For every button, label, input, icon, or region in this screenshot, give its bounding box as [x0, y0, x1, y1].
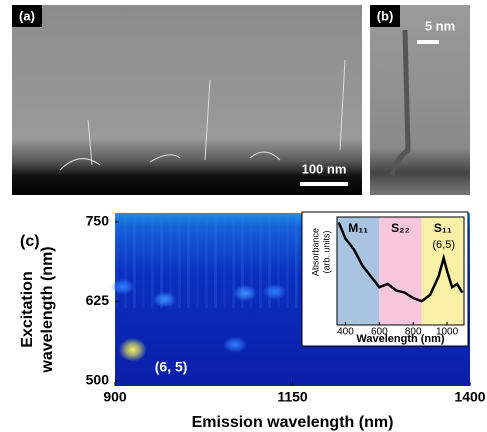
page: (a) 100 nm (b) 5 nm (c) (6, 5) 900 1150 140…	[0, 0, 487, 432]
y-axis-label: (arb. units)	[321, 230, 331, 273]
peak	[233, 285, 257, 301]
scale-label: 100 nm	[302, 161, 347, 176]
y-axis-label: Absorbance	[310, 228, 320, 276]
figure: (a) 100 nm (b) 5 nm (c) (6, 5) 900 1150 140…	[0, 0, 487, 432]
peak	[111, 279, 135, 295]
y-axis-label: Excitation	[19, 271, 36, 347]
x-axis-label: Wavelength (nm)	[356, 333, 445, 345]
y-tick-label: 750	[86, 213, 110, 229]
streak	[286, 213, 289, 308]
streak	[142, 213, 145, 308]
x-tick-label: 1400	[454, 389, 485, 405]
scale-bar	[417, 40, 439, 44]
y-axis-label: wavelength (nm)	[39, 246, 56, 373]
streak	[205, 213, 208, 308]
panel-label: (a)	[19, 8, 35, 23]
streak	[214, 213, 217, 308]
peak	[263, 284, 287, 300]
x-axis-label: Emission wavelength (nm)	[192, 414, 394, 431]
region-label: S₁₁	[434, 221, 452, 235]
peak	[153, 292, 177, 308]
scale-label: 5 nm	[425, 18, 455, 33]
region-label: M₁₁	[348, 221, 368, 235]
streak	[151, 213, 154, 308]
y-tick-label: 500	[86, 372, 110, 388]
peak	[223, 337, 247, 353]
streak	[223, 213, 226, 308]
streak	[196, 213, 199, 308]
scale-bar	[300, 182, 348, 186]
y-tick-label: 625	[86, 292, 110, 308]
streak	[187, 213, 190, 308]
panel-label: (c)	[20, 233, 40, 250]
annotation: (6,5)	[432, 239, 455, 251]
annotation: (6, 5)	[155, 358, 188, 374]
streak	[178, 213, 181, 308]
peak	[119, 338, 147, 362]
streak	[259, 213, 262, 308]
micrograph-b	[370, 5, 470, 195]
x-tick-label: 900	[103, 389, 127, 405]
panel-label: (b)	[377, 8, 394, 23]
streak	[295, 213, 298, 308]
streak	[133, 213, 136, 308]
region-label: S₂₂	[391, 221, 410, 235]
x-tick-label: 1150	[277, 389, 308, 405]
x-tick-label: 400	[337, 327, 354, 338]
